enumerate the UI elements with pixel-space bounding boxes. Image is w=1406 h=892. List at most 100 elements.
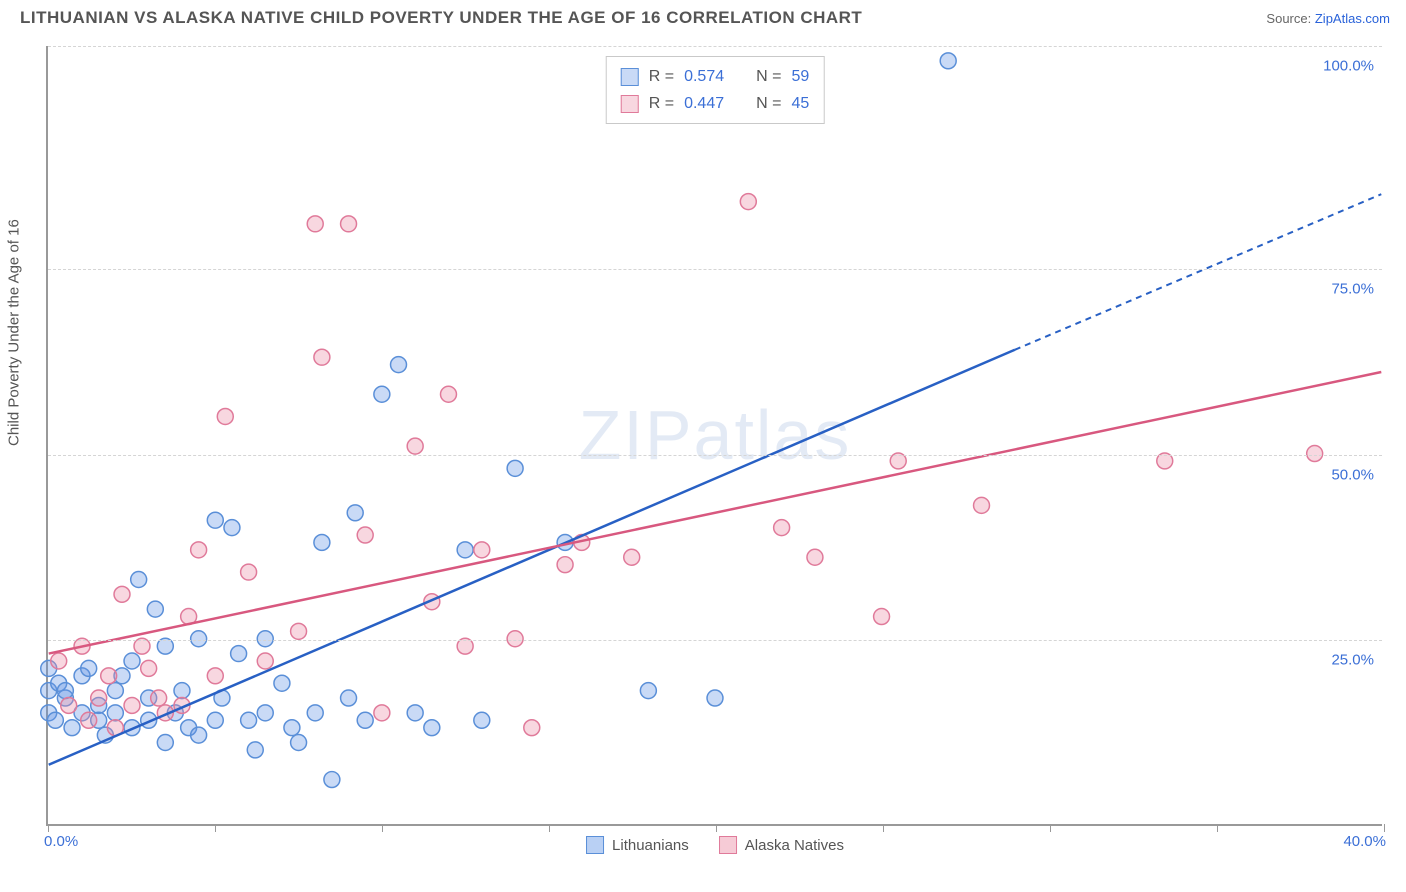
stat-r-value: 0.447 bbox=[684, 90, 724, 117]
data-point bbox=[940, 53, 956, 69]
x-axis-min-label: 0.0% bbox=[44, 833, 78, 850]
data-point bbox=[81, 712, 97, 728]
data-point bbox=[241, 712, 257, 728]
data-point bbox=[557, 557, 573, 573]
x-tick bbox=[215, 824, 216, 832]
data-point bbox=[357, 527, 373, 543]
legend-swatch bbox=[719, 836, 737, 854]
data-point bbox=[1307, 446, 1323, 462]
y-tick-label: 75.0% bbox=[1331, 280, 1374, 297]
data-point bbox=[524, 720, 540, 736]
data-point bbox=[107, 683, 123, 699]
data-point bbox=[474, 542, 490, 558]
trend-line-extrapolated bbox=[1015, 194, 1381, 350]
x-tick bbox=[1217, 824, 1218, 832]
data-point bbox=[124, 697, 140, 713]
data-point bbox=[624, 549, 640, 565]
y-axis-title: Child Poverty Under the Age of 16 bbox=[6, 219, 23, 446]
stat-n-label: N = bbox=[756, 90, 781, 117]
stats-row: R = 0.574N = 59 bbox=[621, 63, 810, 90]
data-point bbox=[291, 623, 307, 639]
data-point bbox=[407, 705, 423, 721]
series-legend: Lithuanians Alaska Natives bbox=[586, 836, 844, 854]
legend-item: Lithuanians bbox=[586, 836, 689, 854]
stats-row: R = 0.447 N = 45 bbox=[621, 90, 810, 117]
data-point bbox=[131, 572, 147, 588]
data-point bbox=[407, 438, 423, 454]
data-point bbox=[291, 735, 307, 751]
data-point bbox=[374, 705, 390, 721]
chart-plot-area: ZIPatlas R = 0.574N = 59R = 0.447N = 45 … bbox=[46, 46, 1382, 826]
data-point bbox=[274, 675, 290, 691]
data-point bbox=[174, 683, 190, 699]
data-point bbox=[807, 549, 823, 565]
data-point bbox=[474, 712, 490, 728]
x-tick bbox=[48, 824, 49, 832]
gridline-h bbox=[48, 46, 1382, 47]
data-point bbox=[774, 520, 790, 536]
data-point bbox=[257, 653, 273, 669]
data-point bbox=[507, 460, 523, 476]
data-point bbox=[207, 668, 223, 684]
data-point bbox=[61, 697, 77, 713]
scatter-plot-svg bbox=[48, 46, 1382, 824]
data-point bbox=[307, 216, 323, 232]
x-tick bbox=[549, 824, 550, 832]
data-point bbox=[357, 712, 373, 728]
series-swatch bbox=[621, 95, 639, 113]
data-point bbox=[341, 690, 357, 706]
data-point bbox=[191, 542, 207, 558]
y-tick-label: 50.0% bbox=[1331, 466, 1374, 483]
data-point bbox=[141, 660, 157, 676]
data-point bbox=[51, 653, 67, 669]
legend-label: Alaska Natives bbox=[745, 837, 844, 854]
correlation-stats-box: R = 0.574 N = 59R = 0.447 N = 45 bbox=[606, 56, 825, 124]
chart-header: LITHUANIAN VS ALASKA NATIVE CHILD POVERT… bbox=[0, 0, 1406, 32]
gridline-h bbox=[48, 455, 1382, 456]
data-point bbox=[640, 683, 656, 699]
data-point bbox=[224, 520, 240, 536]
data-point bbox=[707, 690, 723, 706]
trend-line bbox=[49, 372, 1382, 654]
data-point bbox=[191, 727, 207, 743]
data-point bbox=[124, 653, 140, 669]
data-point bbox=[47, 712, 63, 728]
legend-label: Lithuanians bbox=[612, 837, 689, 854]
source-attribution: Source: ZipAtlas.com bbox=[1266, 11, 1390, 26]
data-point bbox=[107, 705, 123, 721]
data-point bbox=[217, 408, 233, 424]
y-tick-label: 25.0% bbox=[1331, 652, 1374, 669]
x-tick bbox=[716, 824, 717, 832]
data-point bbox=[241, 564, 257, 580]
source-label: Source: bbox=[1266, 11, 1311, 26]
data-point bbox=[64, 720, 80, 736]
x-tick bbox=[1050, 824, 1051, 832]
data-point bbox=[101, 668, 117, 684]
data-point bbox=[441, 386, 457, 402]
source-link[interactable]: ZipAtlas.com bbox=[1315, 11, 1390, 26]
trend-line bbox=[49, 350, 1015, 765]
stat-n-value: 59 bbox=[791, 63, 809, 90]
y-tick-label: 100.0% bbox=[1323, 58, 1374, 75]
data-point bbox=[191, 631, 207, 647]
data-point bbox=[974, 497, 990, 513]
stat-r-label: R = bbox=[649, 90, 674, 117]
x-tick bbox=[1384, 824, 1385, 832]
data-point bbox=[507, 631, 523, 647]
legend-item: Alaska Natives bbox=[719, 836, 844, 854]
data-point bbox=[231, 646, 247, 662]
data-point bbox=[81, 660, 97, 676]
data-point bbox=[307, 705, 323, 721]
data-point bbox=[740, 194, 756, 210]
legend-swatch bbox=[586, 836, 604, 854]
x-tick bbox=[883, 824, 884, 832]
data-point bbox=[314, 349, 330, 365]
stat-n-label: N = bbox=[756, 63, 781, 90]
stat-r-value: 0.574 bbox=[684, 63, 724, 90]
data-point bbox=[207, 712, 223, 728]
x-tick bbox=[382, 824, 383, 832]
data-point bbox=[341, 216, 357, 232]
data-point bbox=[151, 690, 167, 706]
stat-n-value: 45 bbox=[791, 90, 809, 117]
data-point bbox=[157, 735, 173, 751]
